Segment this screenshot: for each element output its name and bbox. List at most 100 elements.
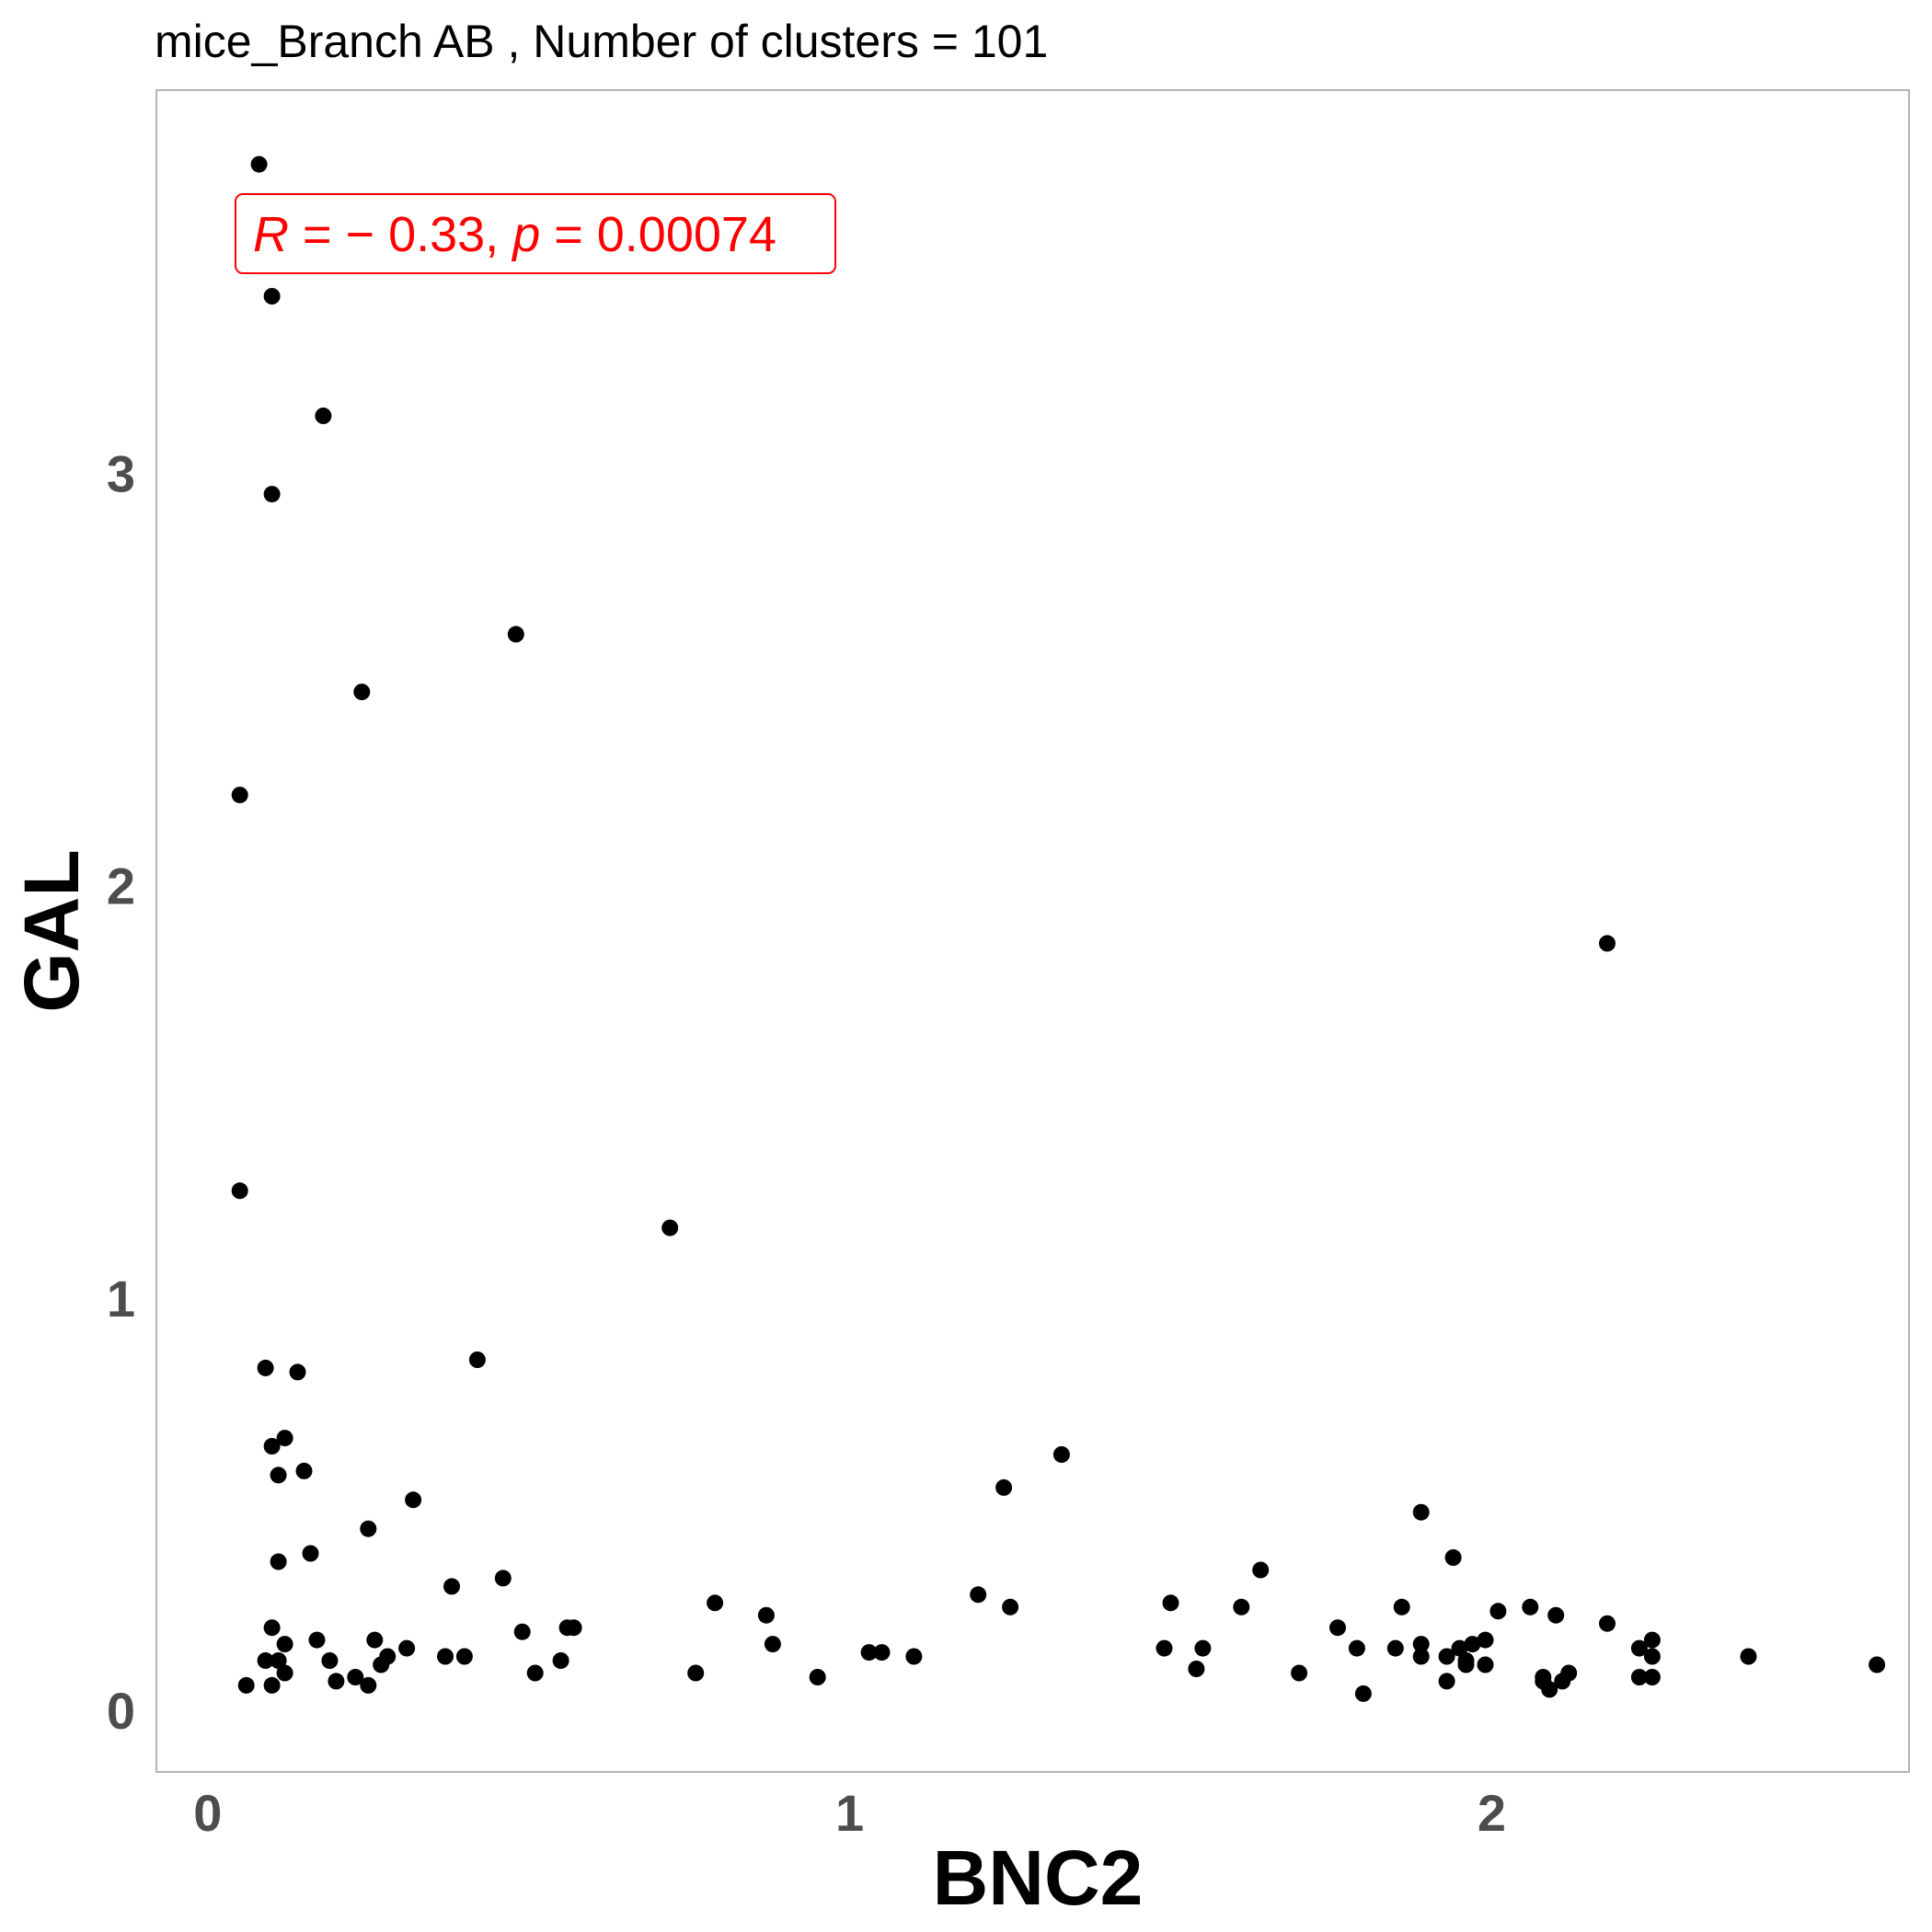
data-point	[1489, 1603, 1507, 1620]
data-point	[1194, 1639, 1212, 1657]
x-tick-label: 1	[835, 1784, 864, 1842]
data-point	[1329, 1619, 1346, 1637]
data-point	[513, 1623, 531, 1640]
data-point	[1643, 1631, 1661, 1649]
data-point	[263, 288, 281, 305]
data-point	[1412, 1503, 1430, 1521]
data-point	[347, 1669, 364, 1685]
data-point	[1412, 1648, 1430, 1665]
data-point	[295, 1462, 313, 1479]
data-point	[1156, 1639, 1173, 1657]
data-point	[1393, 1598, 1410, 1616]
data-point	[263, 1619, 281, 1637]
data-point	[1630, 1669, 1648, 1685]
data-point	[1052, 1446, 1070, 1463]
data-point	[263, 486, 281, 503]
data-point	[1233, 1598, 1250, 1616]
data-point	[443, 1578, 460, 1595]
data-point	[757, 1606, 775, 1624]
data-point	[1438, 1648, 1455, 1665]
data-point	[302, 1545, 319, 1562]
data-point	[257, 1359, 274, 1376]
y-axis-ticks: 0 1 2 3	[107, 445, 135, 1740]
data-point	[1554, 1673, 1571, 1690]
data-point	[398, 1639, 416, 1657]
data-point	[1354, 1685, 1372, 1702]
data-point	[308, 1631, 326, 1649]
data-point	[707, 1594, 724, 1612]
data-points	[231, 155, 1886, 1702]
data-point	[437, 1648, 454, 1665]
data-point	[263, 1438, 281, 1455]
annotation-text: R = − 0.33, p = 0.00074	[253, 207, 776, 262]
data-point	[263, 1676, 281, 1694]
data-point	[360, 1520, 377, 1537]
data-point	[1291, 1664, 1308, 1682]
data-point	[809, 1669, 826, 1685]
chart-title: mice_Branch AB , Number of clusters = 10…	[155, 16, 1048, 67]
data-point	[1630, 1639, 1648, 1657]
data-point	[468, 1351, 486, 1368]
data-point	[270, 1466, 287, 1484]
data-point	[1451, 1639, 1468, 1657]
x-tick-label: 0	[193, 1784, 222, 1842]
y-tick-label: 2	[107, 857, 135, 915]
data-point	[764, 1636, 781, 1653]
data-point	[250, 155, 268, 173]
data-point	[366, 1631, 384, 1649]
annotation-r-symbol: R	[253, 207, 289, 262]
correlation-annotation: R = − 0.33, p = 0.00074	[235, 193, 836, 274]
data-point	[873, 1644, 891, 1662]
data-point	[1464, 1636, 1481, 1653]
data-point	[1348, 1639, 1365, 1657]
data-point	[231, 1182, 248, 1200]
data-point	[1477, 1656, 1494, 1673]
annotation-box	[235, 193, 836, 274]
data-point	[1444, 1549, 1462, 1566]
data-point	[257, 1652, 274, 1669]
data-point	[995, 1478, 1013, 1496]
data-point	[1643, 1648, 1661, 1665]
data-point	[1162, 1594, 1179, 1612]
data-point	[661, 1219, 679, 1236]
data-point	[1412, 1636, 1430, 1653]
data-point	[231, 787, 248, 804]
data-point	[353, 684, 371, 701]
data-point	[1599, 1615, 1616, 1632]
data-point	[1438, 1673, 1455, 1690]
data-point	[1252, 1561, 1270, 1579]
annotation-p-value: = 0.00074	[540, 207, 776, 262]
data-point	[687, 1664, 705, 1682]
plot-panel	[155, 89, 1910, 1773]
data-point	[321, 1652, 339, 1669]
annotation-p-symbol: p	[511, 207, 540, 262]
data-point	[1457, 1656, 1475, 1673]
data-point	[315, 408, 332, 424]
data-point	[270, 1553, 287, 1570]
data-point	[1599, 935, 1616, 952]
x-axis-ticks: 0 1 2	[193, 1784, 1506, 1842]
data-point	[1541, 1681, 1558, 1698]
y-axis-title: GAL	[8, 849, 95, 1012]
x-tick-label: 2	[1478, 1784, 1506, 1842]
data-point	[455, 1648, 473, 1665]
x-axis-title: BNC2	[933, 1834, 1144, 1921]
data-point	[1643, 1669, 1661, 1685]
data-point	[270, 1652, 287, 1669]
data-point	[1188, 1661, 1205, 1677]
data-point	[494, 1570, 512, 1587]
data-point	[860, 1644, 878, 1662]
data-point	[526, 1664, 544, 1682]
data-point	[905, 1648, 923, 1665]
data-point	[1547, 1606, 1565, 1624]
data-point	[405, 1491, 422, 1509]
data-point	[360, 1676, 377, 1694]
data-point	[970, 1586, 987, 1604]
data-point	[1869, 1656, 1886, 1673]
data-point	[1002, 1598, 1019, 1616]
data-point	[1740, 1648, 1757, 1665]
data-point	[558, 1619, 576, 1637]
data-point	[507, 626, 524, 643]
y-tick-label: 1	[107, 1270, 135, 1328]
